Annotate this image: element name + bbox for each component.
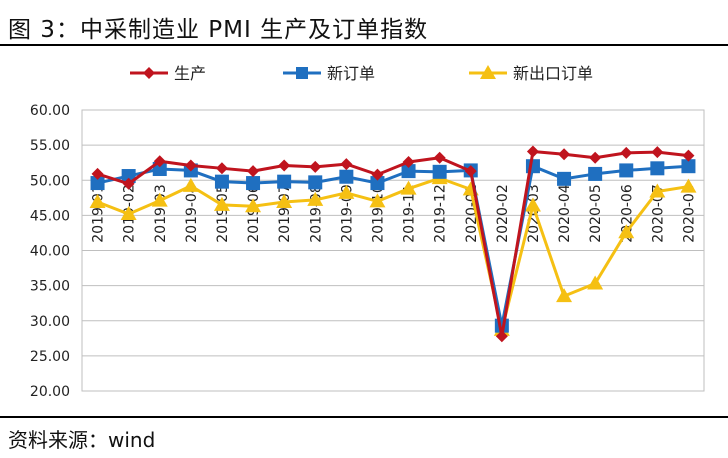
data-point <box>618 224 635 239</box>
x-tick-label: 2020-04 <box>557 184 573 243</box>
data-point <box>400 180 417 195</box>
legend-label: 生产 <box>174 64 206 83</box>
x-tick-label: 2019-05 <box>215 184 231 243</box>
data-point <box>89 194 106 209</box>
y-tick-label: 20.00 <box>30 384 70 400</box>
data-point <box>589 151 602 164</box>
y-tick-label: 55.00 <box>30 138 70 154</box>
data-point <box>307 191 324 206</box>
x-tick-label: 2019-07 <box>277 184 293 243</box>
chart-legend: 生产 新订单 新出口订单 <box>130 64 593 83</box>
y-tick-label: 60.00 <box>30 103 70 119</box>
source-note: 资料来源：wind <box>8 428 156 452</box>
data-point <box>276 194 293 209</box>
legend-marker <box>296 67 308 79</box>
data-point <box>277 174 292 189</box>
data-point <box>369 193 386 208</box>
data-point <box>681 159 696 174</box>
data-point <box>682 149 695 162</box>
x-tick-label: 2020-03 <box>526 184 542 243</box>
data-point <box>215 162 228 175</box>
data-point <box>558 148 571 161</box>
data-point <box>433 151 446 164</box>
legend-marker <box>480 65 496 79</box>
x-tick-label: 2019-06 <box>246 184 262 243</box>
legend-marker <box>143 67 155 79</box>
data-point <box>495 330 508 343</box>
x-axis-ticks: 2019-012019-022019-032019-042019-052019-… <box>91 184 698 243</box>
data-point <box>370 176 385 191</box>
x-tick-label: 2019-08 <box>308 184 324 243</box>
data-point <box>680 178 697 193</box>
data-point <box>122 177 135 190</box>
grid-lines <box>81 109 705 392</box>
data-point <box>587 275 604 290</box>
data-point <box>649 183 666 198</box>
data-point <box>339 169 354 184</box>
x-tick-label: 2019-11 <box>402 184 418 243</box>
data-point <box>650 161 665 176</box>
data-point <box>90 176 105 191</box>
legend-label: 新出口订单 <box>513 64 593 83</box>
x-tick-label: 2019-01 <box>91 184 107 243</box>
y-tick-label: 50.00 <box>30 173 70 189</box>
line-chart: 生产 新订单 新出口订单 60.00 55.00 50.00 45.00 40.00 35.0… <box>30 64 705 400</box>
data-point <box>340 158 353 171</box>
data-point <box>401 164 416 179</box>
y-tick-label: 25.00 <box>30 349 70 365</box>
data-point <box>308 175 323 190</box>
data-point <box>278 159 291 172</box>
data-point <box>246 176 261 191</box>
source-divider <box>0 416 728 418</box>
x-tick-label: 2020-07 <box>650 184 666 243</box>
y-axis-ticks: 60.00 55.00 50.00 45.00 40.00 35.00 30.00 25.00… <box>30 103 70 400</box>
data-point <box>524 197 541 212</box>
data-point <box>245 198 262 213</box>
data-point <box>526 145 539 158</box>
data-point <box>182 177 199 192</box>
figure-title: 图 3：中采制造业 PMI 生产及订单指数 <box>8 17 429 43</box>
data-point <box>464 165 477 178</box>
data-point <box>432 164 447 179</box>
data-point <box>151 192 168 207</box>
data-point <box>213 196 230 211</box>
data-point <box>588 166 603 181</box>
data-point <box>402 155 415 168</box>
y-tick-label: 30.00 <box>30 314 70 330</box>
series-group <box>89 145 697 343</box>
x-tick-label: 2019-10 <box>370 184 386 243</box>
data-point <box>91 167 104 180</box>
x-tick-label: 2020-05 <box>588 184 604 243</box>
y-tick-label: 45.00 <box>30 208 70 224</box>
data-point <box>525 159 540 174</box>
title-divider <box>0 44 728 46</box>
y-tick-label: 40.00 <box>30 244 70 260</box>
x-tick-label: 2020-08 <box>681 184 697 243</box>
data-point <box>214 174 229 189</box>
data-point <box>620 146 633 159</box>
plot-area-border <box>81 109 705 392</box>
x-tick-label: 2019-04 <box>184 184 200 243</box>
data-point <box>184 159 197 172</box>
x-tick-label: 2019-12 <box>433 184 449 243</box>
x-tick-label: 2020-02 <box>495 184 511 243</box>
data-point <box>120 205 137 220</box>
data-point <box>247 165 260 178</box>
data-point <box>619 163 634 178</box>
data-point <box>309 160 322 173</box>
data-point <box>556 288 573 303</box>
data-point <box>338 184 355 199</box>
x-tick-label: 2019-03 <box>153 184 169 243</box>
y-tick-label: 35.00 <box>30 279 70 295</box>
data-point <box>557 171 572 186</box>
data-point <box>651 146 664 159</box>
data-point <box>371 168 384 181</box>
data-point <box>153 155 166 168</box>
legend-label: 新订单 <box>327 64 375 83</box>
